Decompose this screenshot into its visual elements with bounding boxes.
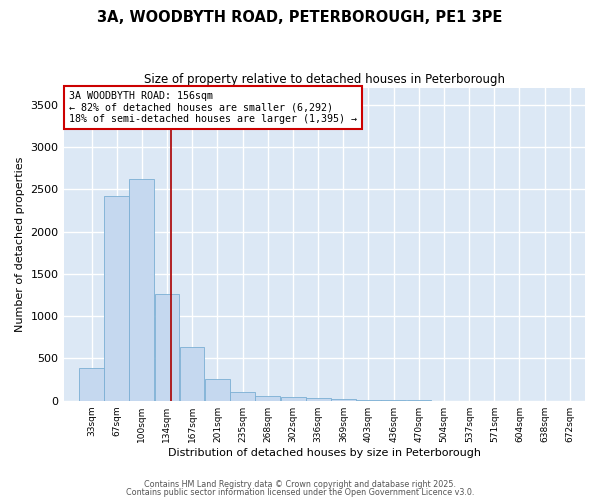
Bar (155, 294, 179, 401)
Bar (79, 368, 104, 400)
Y-axis label: Number of detached properties: Number of detached properties (15, 156, 25, 332)
Bar (230, 392, 255, 400)
Bar (256, 396, 280, 400)
Bar (331, 399, 356, 400)
Bar (130, 180, 154, 400)
Bar (179, 346, 205, 401)
X-axis label: Distribution of detached houses by size in Peterborough: Distribution of detached houses by size … (168, 448, 481, 458)
Text: 3A, WOODBYTH ROAD, PETERBOROUGH, PE1 3PE: 3A, WOODBYTH ROAD, PETERBOROUGH, PE1 3PE (97, 10, 503, 25)
Bar (306, 398, 331, 400)
Text: Contains HM Land Registry data © Crown copyright and database right 2025.: Contains HM Land Registry data © Crown c… (144, 480, 456, 489)
Bar (205, 378, 230, 400)
Title: Size of property relative to detached houses in Peterborough: Size of property relative to detached ho… (144, 72, 505, 86)
Bar (281, 398, 305, 400)
Text: Contains public sector information licensed under the Open Government Licence v3: Contains public sector information licen… (126, 488, 474, 497)
Text: 3A WOODBYTH ROAD: 156sqm
← 82% of detached houses are smaller (6,292)
18% of sem: 3A WOODBYTH ROAD: 156sqm ← 82% of detach… (69, 91, 357, 124)
Bar (104, 196, 129, 400)
